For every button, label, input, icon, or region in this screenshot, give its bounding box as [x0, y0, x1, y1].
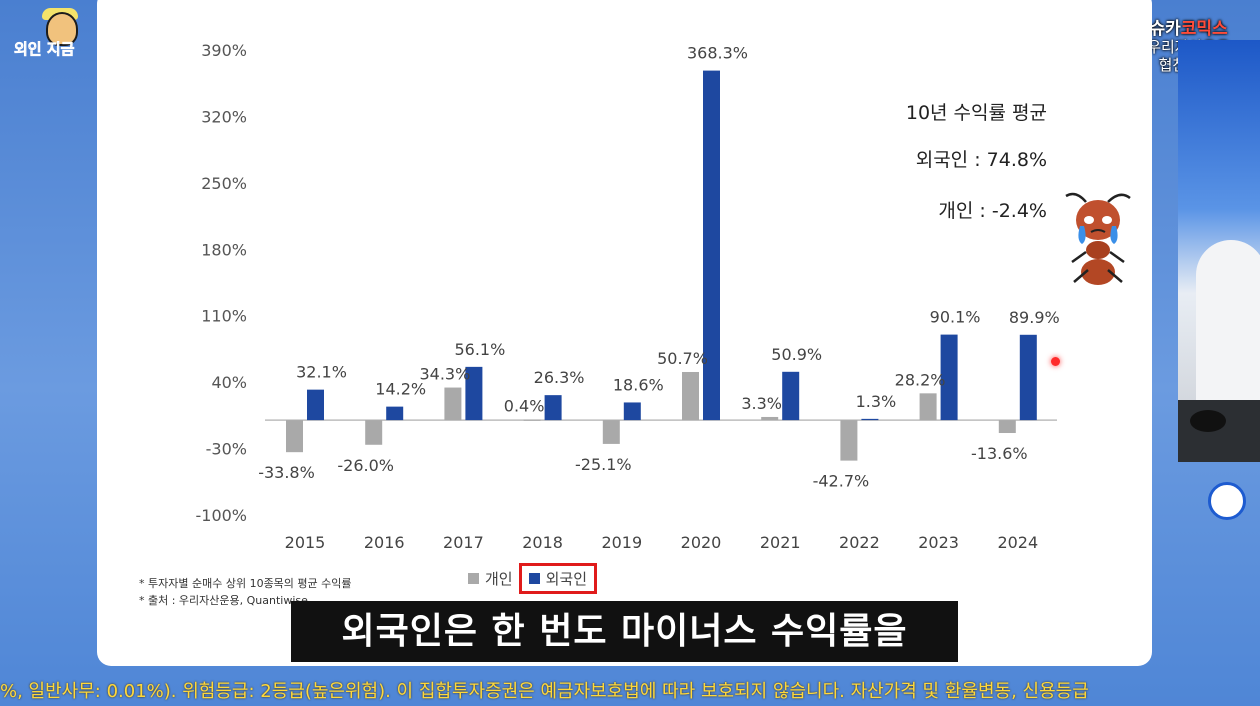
- legend-highlight-box: 외국인: [518, 562, 598, 594]
- data-label-foreign: 89.9%: [1009, 308, 1060, 327]
- legend-swatch-foreign: [528, 572, 540, 584]
- data-label-individual: 50.7%: [657, 349, 708, 368]
- y-tick-label: 180%: [201, 240, 247, 259]
- data-label-foreign: 56.1%: [454, 340, 505, 359]
- bar-foreign: [1019, 334, 1037, 421]
- data-label-individual: 3.3%: [741, 394, 782, 413]
- data-label-individual: -25.1%: [575, 455, 632, 474]
- legend-label-individual: 개인: [485, 569, 513, 588]
- bar-chart: 390% 320% 250% 180% 110% 40% -30% -100% -33.8% 32…: [195, 41, 1060, 552]
- y-tick-label: -30%: [206, 440, 247, 459]
- data-label-foreign: 50.9%: [771, 345, 822, 364]
- bar-foreign: [782, 371, 800, 421]
- y-tick-label: 110%: [201, 307, 247, 326]
- video-subtitle: 외국인은 한 번도 마이너스 수익률을: [291, 601, 958, 662]
- y-tick-label: 40%: [211, 373, 247, 392]
- chart-legend: 개인 외국인: [468, 562, 598, 594]
- bar-individual: [998, 420, 1016, 434]
- data-label-individual: -13.6%: [971, 444, 1028, 463]
- x-tick-label: 2020: [681, 533, 722, 552]
- data-label-foreign: 18.6%: [613, 375, 664, 394]
- summary-foreign: 외국인 : 74.8%: [915, 149, 1047, 171]
- data-label-foreign: 14.2%: [375, 380, 426, 399]
- footnote-2: * 출처 : 우리자산운용, Quantiwise: [139, 594, 308, 607]
- sponsor-brand-right: 코믹스: [1180, 19, 1228, 39]
- disclaimer-ticker: %, 일반사무: 0.01%). 위험등급: 2등급(높은위험). 이 집합투자…: [0, 681, 1089, 702]
- laser-pointer: [1051, 357, 1060, 366]
- bar-individual: [840, 420, 858, 461]
- y-tick-label: 390%: [201, 41, 247, 60]
- data-label-foreign: 26.3%: [534, 368, 585, 387]
- x-tick-label: 2017: [443, 533, 484, 552]
- summary-title: 10년 수익률 평균: [905, 102, 1047, 124]
- legend-label-foreign: 외국인: [545, 569, 588, 588]
- bar-foreign: [307, 389, 324, 421]
- bar-foreign: [623, 402, 641, 421]
- mouse-device: [1190, 410, 1226, 432]
- bar-individual: [523, 419, 541, 421]
- bar-foreign: [940, 334, 958, 421]
- data-label-individual: 0.4%: [504, 397, 545, 416]
- bar-foreign: [861, 418, 879, 421]
- data-label-foreign: 32.1%: [296, 363, 347, 382]
- channel-logo-text: 외인 지금: [14, 40, 75, 59]
- channel-logo: 외인 지금: [14, 8, 102, 59]
- x-tick-label: 2015: [285, 533, 326, 552]
- sponsor-brand: 슈카코믹스: [1147, 20, 1230, 38]
- bar-individual: [286, 420, 303, 453]
- data-label-individual: -33.8%: [258, 463, 315, 482]
- data-label-foreign: 90.1%: [930, 308, 981, 327]
- crying-ant-icon: [1065, 192, 1131, 285]
- y-tick-label: 320%: [201, 107, 247, 126]
- y-tick-label: 250%: [201, 174, 247, 193]
- x-tick-label: 2023: [918, 533, 959, 552]
- data-label-foreign: 368.3%: [687, 44, 748, 63]
- bank-logo: [1208, 482, 1246, 520]
- x-tick-label: 2019: [601, 533, 642, 552]
- x-tick-label: 2024: [997, 533, 1038, 552]
- data-label-foreign: 1.3%: [856, 392, 897, 411]
- logo-face: [46, 12, 78, 46]
- footnote-1: * 투자자별 순매수 상위 10종목의 평균 수익률: [139, 577, 352, 590]
- x-tick-label: 2022: [839, 533, 880, 552]
- sponsor-brand-left: 슈카: [1149, 19, 1181, 39]
- summary-individual: 개인 : -2.4%: [938, 200, 1047, 222]
- chart-card: 390% 320% 250% 180% 110% 40% -30% -100% -33.8% 32…: [97, 0, 1152, 666]
- y-tick-label: -100%: [195, 506, 247, 525]
- x-tick-label: 2016: [364, 533, 405, 552]
- x-tick-label: 2021: [760, 533, 801, 552]
- bar-foreign: [386, 406, 404, 421]
- data-label-individual: -42.7%: [813, 472, 870, 491]
- presenter-video: [1178, 40, 1260, 462]
- desk: [1178, 400, 1260, 462]
- bar-foreign: [703, 70, 720, 421]
- bar-individual: [761, 416, 779, 421]
- bar-foreign: [544, 395, 562, 421]
- bar-individual: [444, 387, 462, 421]
- legend-swatch-individual: [468, 572, 479, 584]
- bar-individual: [682, 371, 699, 421]
- bar-foreign: [465, 366, 483, 421]
- data-label-individual: 28.2%: [895, 370, 946, 389]
- data-label-individual: -26.0%: [337, 456, 394, 475]
- bar-individual: [602, 420, 620, 444]
- x-tick-label: 2018: [522, 533, 563, 552]
- bar-individual: [919, 393, 937, 421]
- bar-individual: [365, 420, 383, 445]
- data-label-individual: 34.3%: [419, 365, 470, 384]
